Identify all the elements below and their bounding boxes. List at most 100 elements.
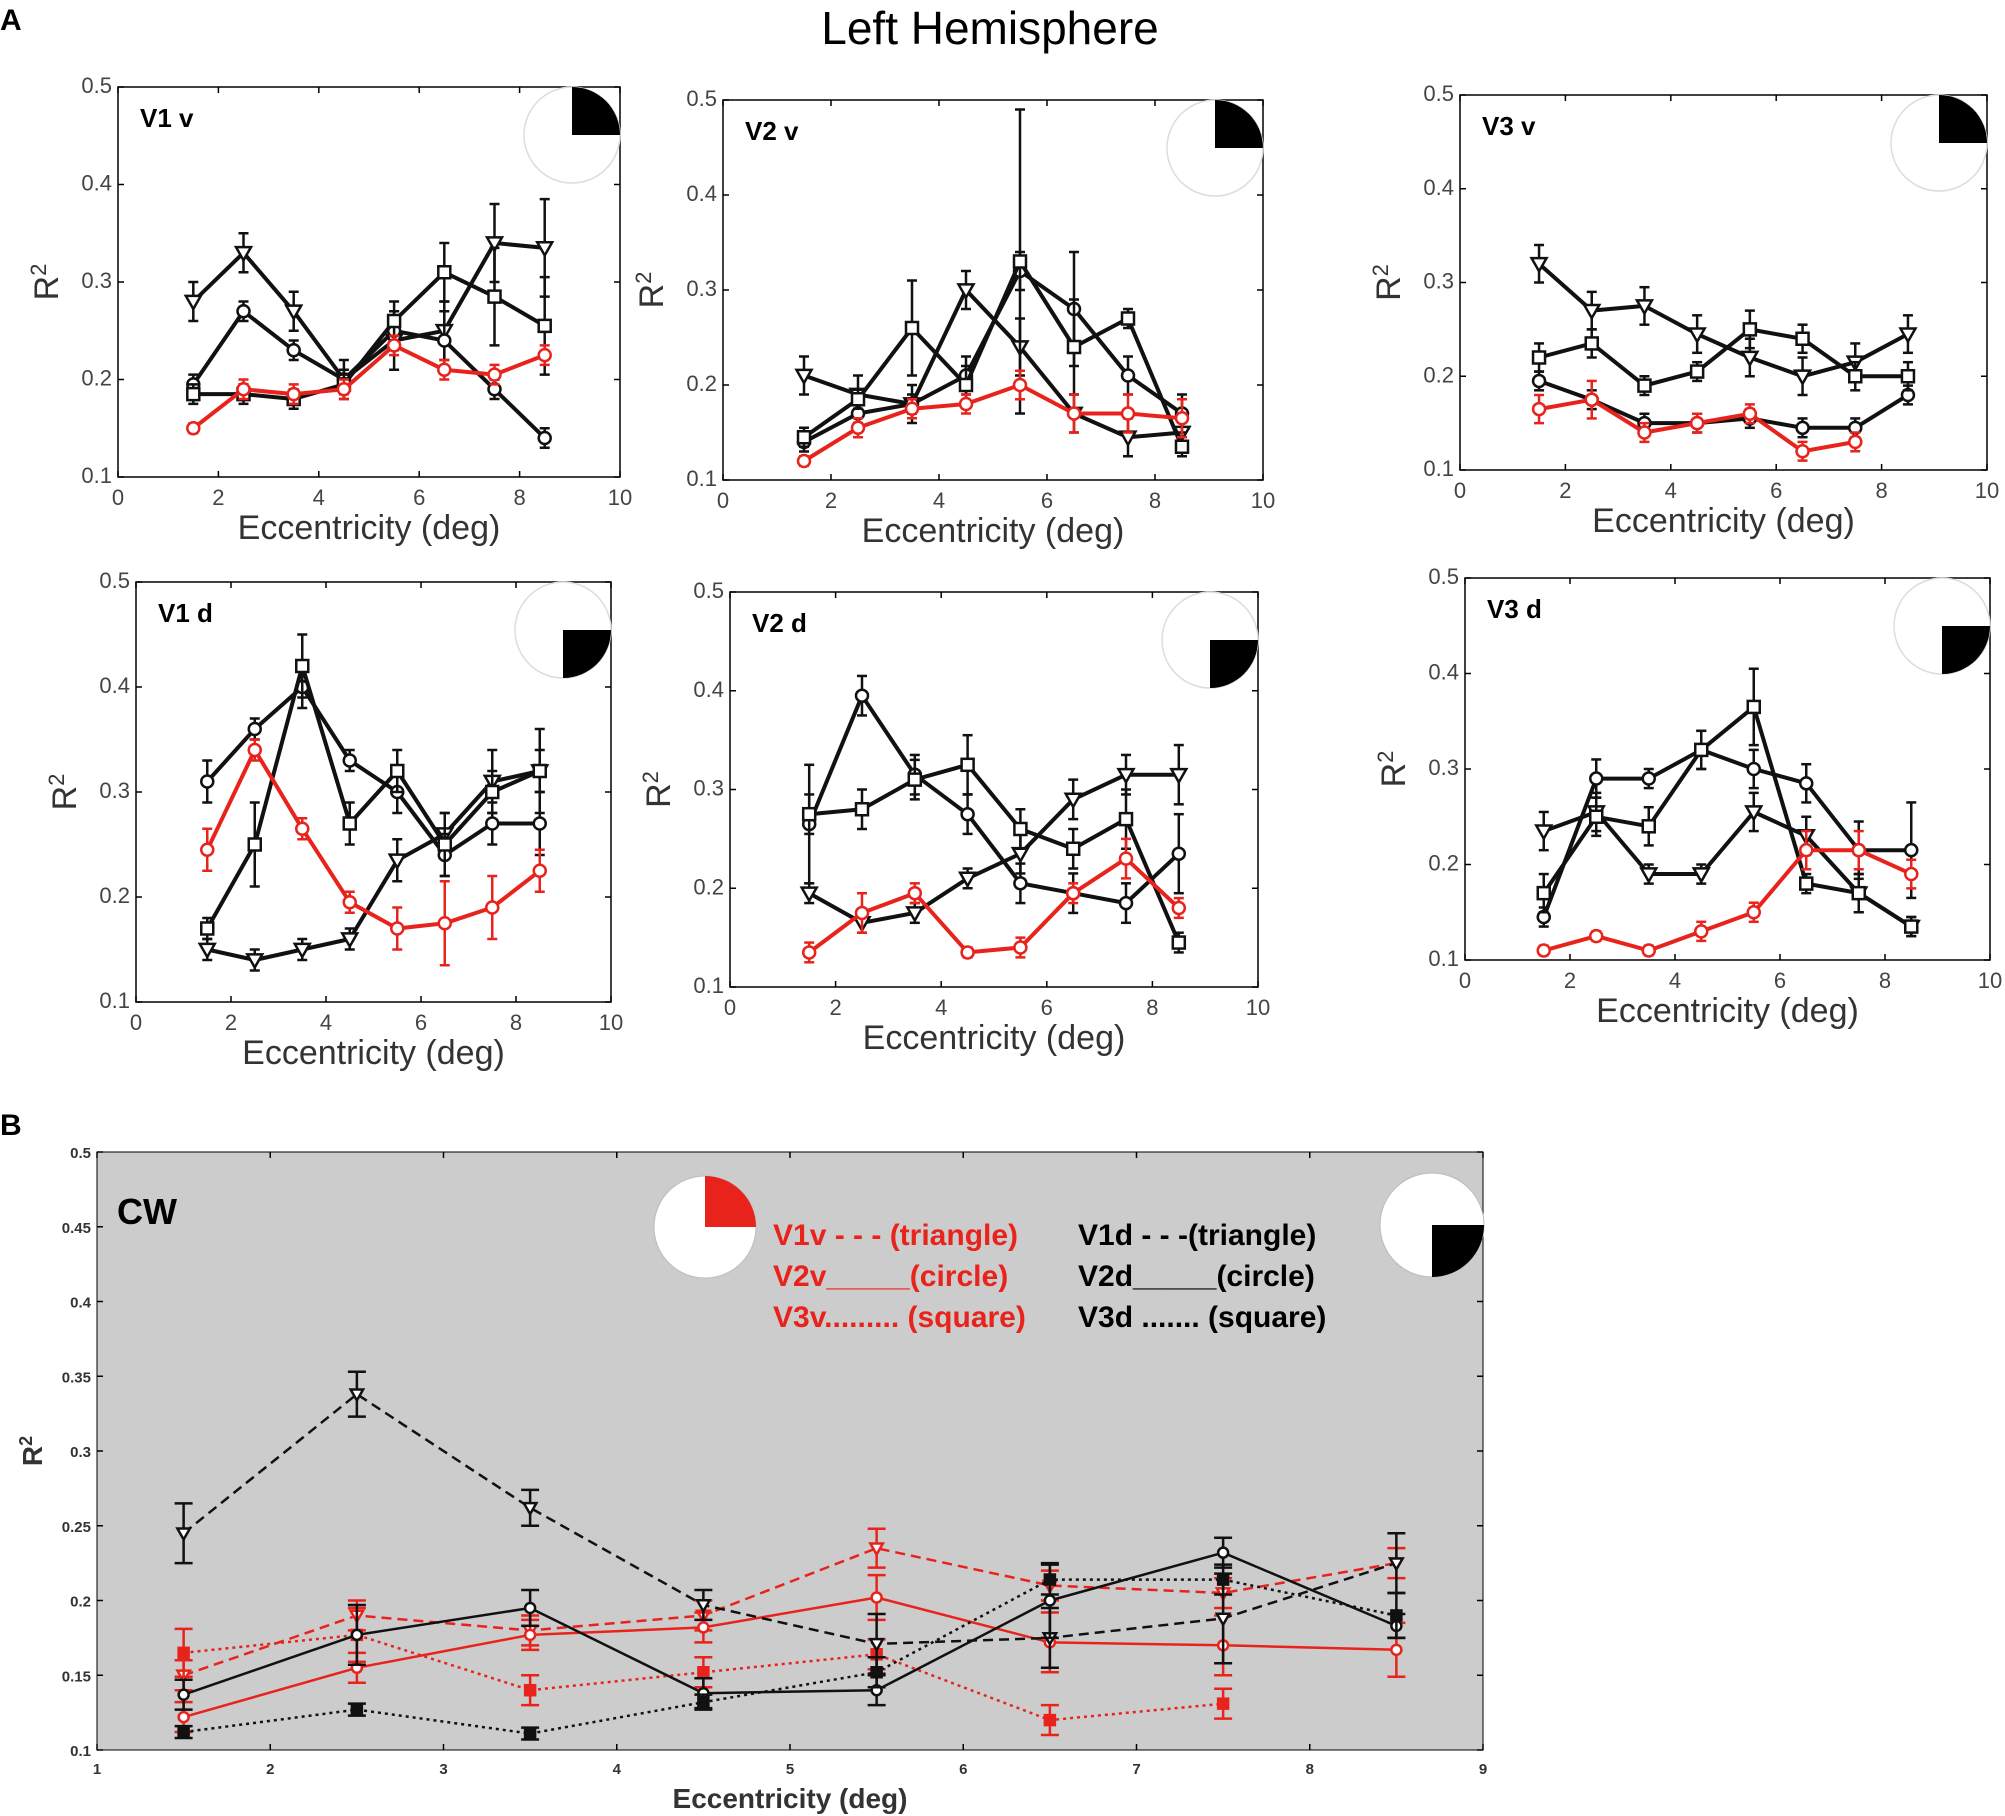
y-tick-label: 0.5	[1423, 81, 1454, 106]
y-tick-label: 0.45	[62, 1220, 91, 1237]
subplot-v1d: 0.1 0.2 0.3 0.4 0.5 0 2 4 6 8 10 Eccentricity (deg)…	[44, 568, 624, 1072]
data-point	[801, 806, 817, 822]
data-point	[1174, 411, 1190, 426]
legend-entry-red: V3v......... (square)	[773, 1301, 1026, 1334]
series-line	[808, 856, 1181, 955]
series-line	[809, 762, 1181, 944]
subplot-title: V3 d	[1487, 594, 1542, 624]
data-point	[200, 774, 215, 789]
data-point	[907, 772, 923, 787]
data-point	[1799, 842, 1814, 858]
data-point	[1589, 809, 1604, 824]
data-point	[1898, 327, 1918, 345]
series-line	[205, 664, 541, 930]
panel-a-letter: A	[0, 4, 22, 37]
subplot-v2d: 0.1 0.2 0.3 0.4 0.5 0 2 4 6 8 10 Eccentricity (deg)…	[638, 578, 1271, 1057]
data-point	[1013, 940, 1028, 955]
data-point	[295, 658, 310, 674]
series-line	[191, 241, 545, 382]
data-point	[245, 953, 265, 971]
x-tick-label: 8	[1149, 488, 1161, 513]
y-axis-label: R2	[44, 774, 85, 811]
x-axis-label: Eccentricity (deg)	[863, 1019, 1126, 1057]
y-axis-label-superscript: 2	[44, 774, 69, 786]
data-point	[1216, 1573, 1230, 1586]
data-point	[186, 386, 201, 402]
series-line	[1541, 747, 1912, 918]
data-point	[286, 386, 301, 402]
legend-entry-black: V3d ....... (square)	[1078, 1301, 1326, 1334]
subplot-title: CW	[117, 1191, 177, 1232]
data-point	[868, 1542, 886, 1557]
series-line	[183, 1596, 1397, 1719]
data-point	[1116, 767, 1136, 785]
data-point	[1171, 935, 1187, 950]
x-tick-label: 1	[93, 1761, 101, 1778]
y-tick-label: 0.2	[693, 874, 724, 899]
data-point	[247, 837, 262, 852]
x-tick-label: 5	[786, 1761, 794, 1778]
x-tick-label: 8	[510, 1010, 522, 1035]
x-tick-label: 0	[717, 488, 729, 513]
data-point	[1742, 406, 1758, 421]
y-tick-label: 0.3	[693, 776, 724, 801]
data-point	[1171, 900, 1187, 916]
x-tick-label: 10	[608, 485, 632, 510]
data-point	[1641, 943, 1656, 958]
x-tick-label: 6	[1774, 968, 1786, 993]
data-point	[697, 1695, 710, 1709]
data-point	[854, 905, 870, 921]
data-point	[1531, 401, 1547, 417]
series-red	[1531, 379, 1863, 462]
data-point	[1118, 895, 1134, 911]
x-tick-label: 10	[599, 1010, 623, 1035]
data-point	[960, 945, 975, 960]
y-tick-label: 0.2	[1428, 851, 1459, 876]
data-point	[870, 1666, 883, 1679]
data-point	[1013, 876, 1028, 891]
series-square	[1531, 309, 1916, 397]
data-point	[957, 871, 978, 889]
y-tick-label: 0.25	[62, 1519, 91, 1536]
x-tick-label: 10	[1978, 968, 2002, 993]
icon-quadrant	[1942, 626, 1990, 674]
data-point	[295, 821, 310, 836]
data-point	[1799, 776, 1814, 791]
data-point	[197, 942, 217, 960]
data-point	[1795, 444, 1810, 459]
data-point	[1746, 699, 1761, 715]
data-point	[535, 241, 555, 258]
data-point	[1584, 336, 1599, 351]
series-line	[183, 1546, 1397, 1677]
x-axis-label: Eccentricity (deg)	[1596, 992, 1859, 1030]
series-line	[802, 383, 1183, 463]
data-point	[485, 784, 500, 800]
x-tick-label: 4	[933, 488, 945, 513]
data-point	[200, 842, 215, 857]
data-point	[1904, 842, 1919, 858]
data-point	[1118, 851, 1134, 866]
legend-entry-black: V2d_____(circle)	[1078, 1260, 1315, 1293]
data-point	[236, 304, 251, 319]
x-tick-label: 8	[1146, 995, 1158, 1020]
data-point	[484, 236, 505, 254]
series-red	[200, 738, 547, 967]
x-tick-label: 8	[1306, 1761, 1314, 1778]
data-point	[1792, 369, 1813, 387]
y-tick-label: 0.4	[693, 677, 724, 702]
y-tick-label: 0.35	[62, 1369, 91, 1386]
data-point	[485, 900, 500, 915]
series-red	[801, 837, 1187, 964]
data-point	[1904, 866, 1919, 882]
data-point	[177, 1725, 190, 1739]
y-axis-label-superscript: 2	[1373, 751, 1398, 763]
data-point	[1694, 742, 1709, 758]
data-point	[1171, 846, 1187, 861]
data-point	[794, 368, 814, 386]
series-line	[192, 343, 546, 430]
data-point	[523, 1727, 537, 1740]
series-line	[802, 259, 1184, 448]
data-point	[1689, 415, 1705, 431]
data-point	[1744, 805, 1764, 822]
